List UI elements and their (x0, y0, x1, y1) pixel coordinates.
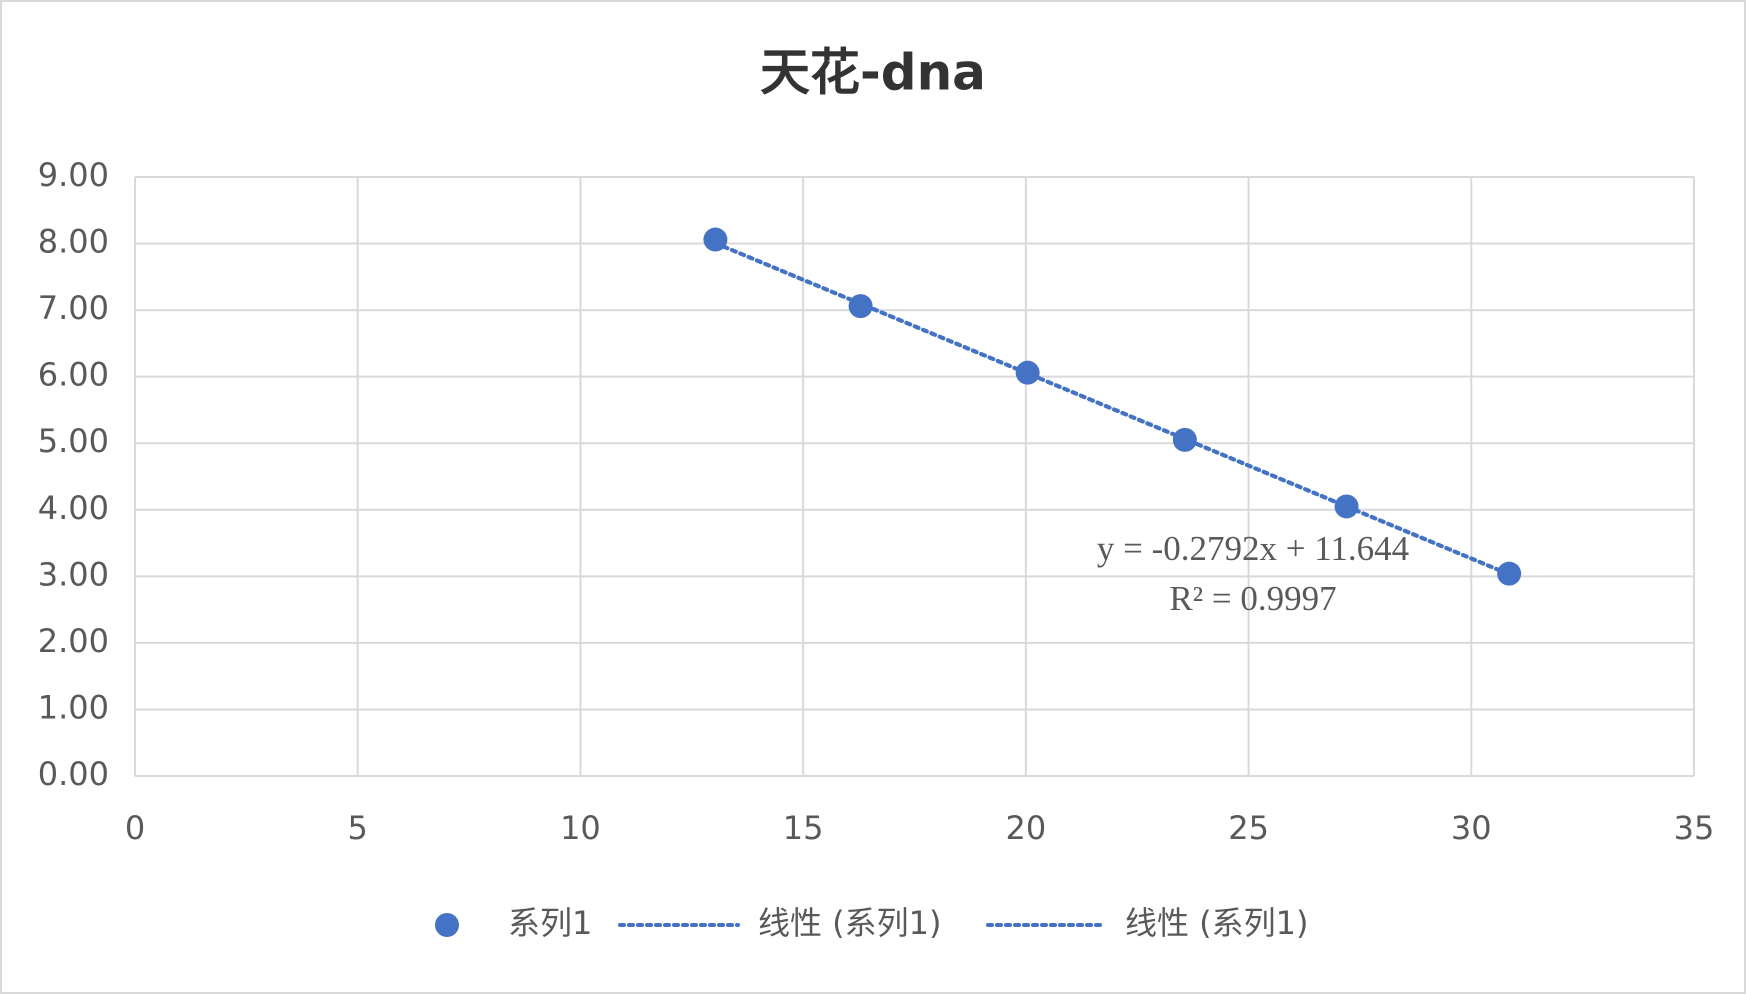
y-tick-label: 0.00 (38, 755, 109, 793)
legend-label: 系列1 (508, 904, 592, 942)
y-tick-label: 1.00 (38, 688, 109, 726)
legend-marker (435, 913, 459, 937)
x-tick-label: 20 (1005, 809, 1046, 847)
x-tick-label: 30 (1451, 809, 1492, 847)
legend-label: 线性 (系列1) (758, 904, 942, 942)
y-tick-label: 8.00 (38, 223, 109, 261)
data-point (1334, 494, 1359, 519)
data-point (1015, 360, 1040, 385)
r-squared: R² = 0.9997 (1169, 579, 1336, 618)
chart-title: 天花-dna (760, 44, 986, 102)
x-tick-label: 0 (125, 809, 145, 847)
data-point (703, 227, 728, 252)
data-point (1497, 561, 1522, 586)
x-tick-label: 15 (783, 809, 824, 847)
y-tick-label: 3.00 (38, 555, 109, 593)
legend-label: 线性 (系列1) (1125, 904, 1309, 942)
trendline (713, 241, 1512, 577)
x-tick-label: 5 (348, 809, 368, 847)
data-point (848, 294, 873, 319)
y-tick-label: 4.00 (38, 489, 109, 527)
y-tick-label: 5.00 (38, 422, 109, 460)
trend-equation: y = -0.2792x + 11.644 (1097, 529, 1409, 568)
y-tick-label: 7.00 (38, 289, 109, 327)
data-point (1172, 427, 1197, 452)
y-tick-label: 6.00 (38, 356, 109, 394)
y-tick-label: 2.00 (38, 622, 109, 660)
y-tick-label: 9.00 (38, 156, 109, 194)
x-tick-label: 25 (1228, 809, 1269, 847)
x-tick-label: 35 (1674, 809, 1715, 847)
x-tick-label: 10 (560, 809, 601, 847)
